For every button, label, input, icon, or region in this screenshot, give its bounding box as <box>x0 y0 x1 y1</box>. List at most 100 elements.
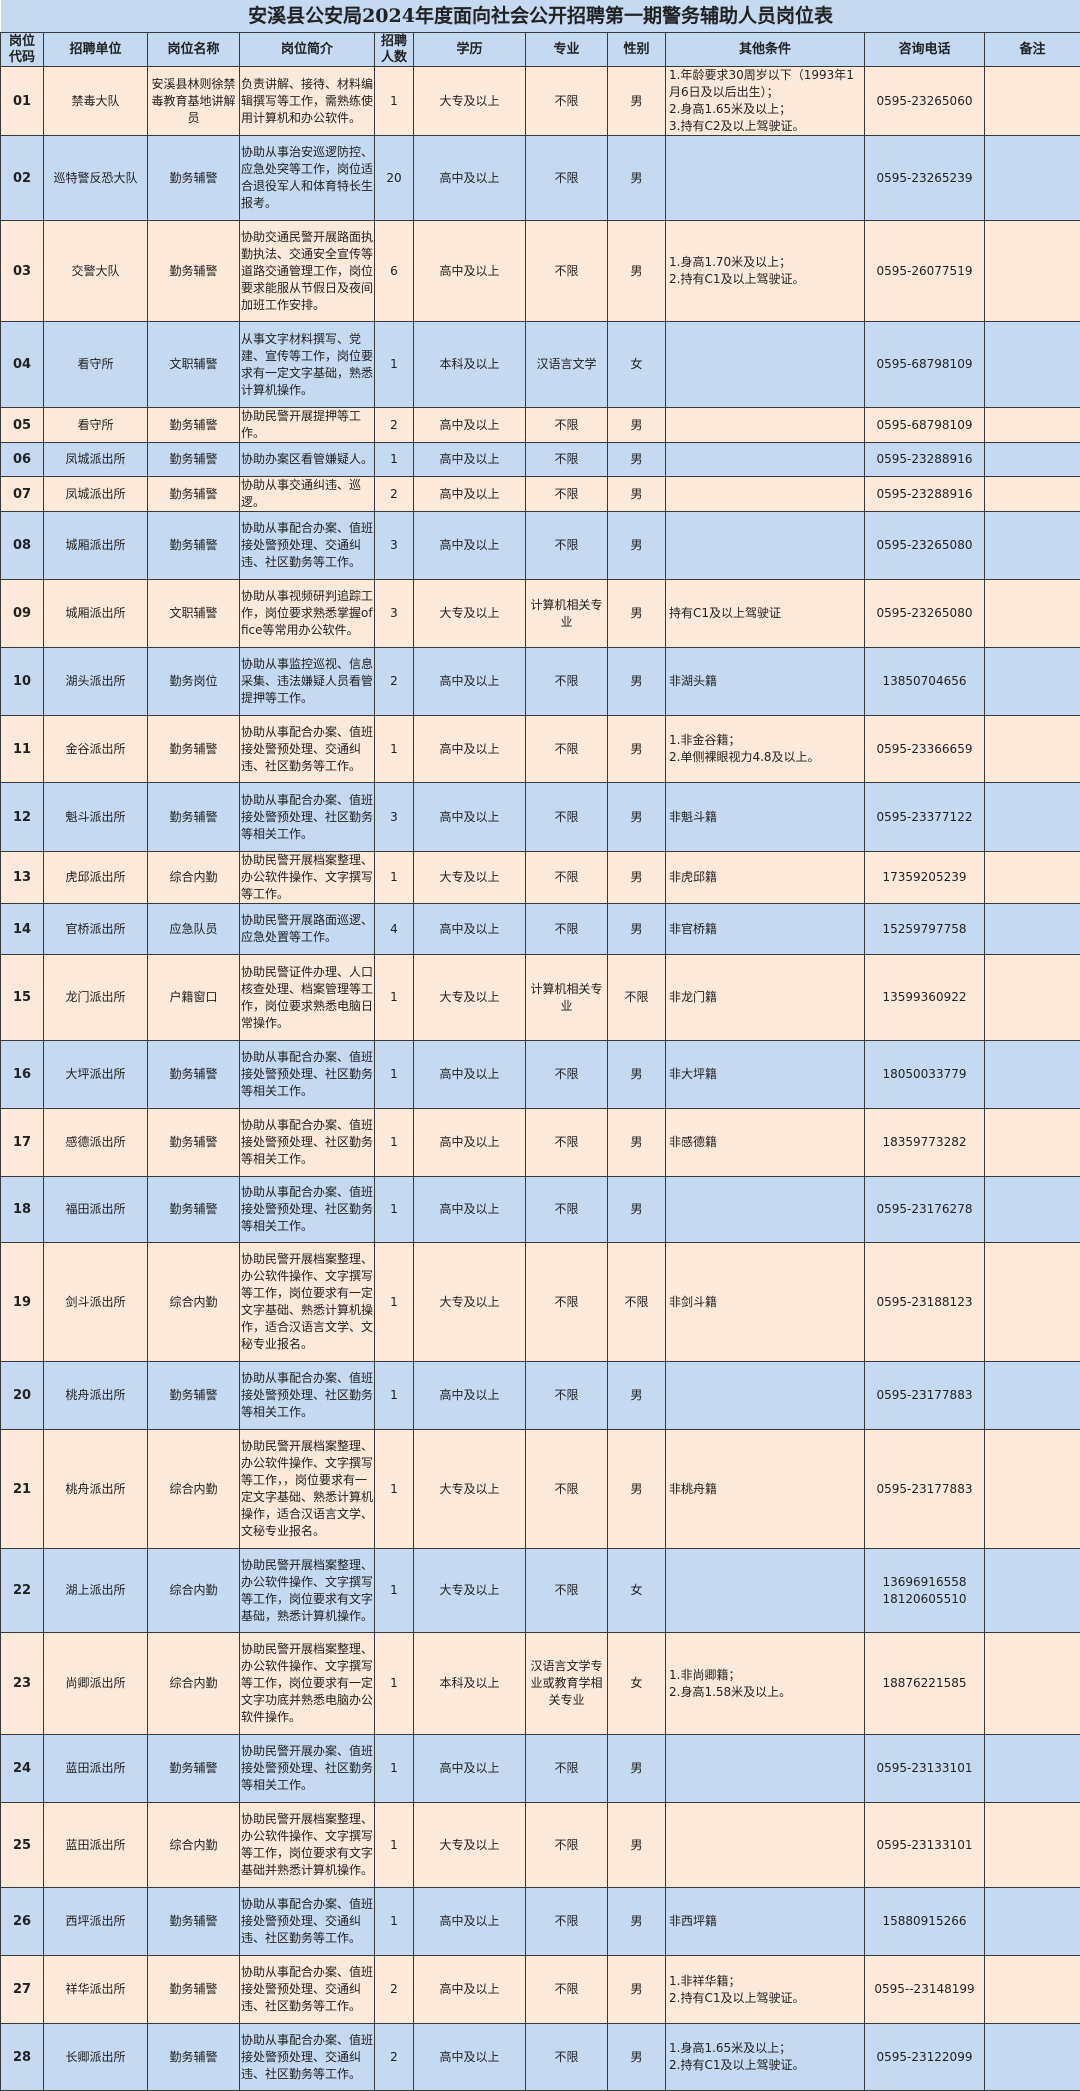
cell-count: 1 <box>375 1177 414 1243</box>
cell-major: 不限 <box>526 477 608 512</box>
cell-count: 2 <box>375 408 414 443</box>
cell-count: 20 <box>375 136 414 221</box>
cell-unit: 城厢派出所 <box>44 580 148 648</box>
cell-count: 1 <box>375 1735 414 1803</box>
cell-gender: 男 <box>608 1041 666 1109</box>
cell-education: 本科及以上 <box>414 322 526 408</box>
cell-unit: 祥华派出所 <box>44 1956 148 2024</box>
cell-note <box>985 648 1080 716</box>
cell-major: 不限 <box>526 1803 608 1888</box>
cell-gender: 男 <box>608 408 666 443</box>
cell-education: 大专及以上 <box>414 955 526 1041</box>
cell-major: 不限 <box>526 1549 608 1633</box>
cell-unit: 看守所 <box>44 322 148 408</box>
cell-gender: 男 <box>608 716 666 783</box>
cell-gender: 男 <box>608 904 666 955</box>
cell-count: 3 <box>375 580 414 648</box>
cell-other-conditions: 非感德籍 <box>666 1109 865 1177</box>
cell-education: 高中及以上 <box>414 1735 526 1803</box>
cell-unit: 龙门派出所 <box>44 955 148 1041</box>
cell-other-conditions <box>666 136 865 221</box>
cell-count: 6 <box>375 221 414 322</box>
cell-phone: 0595-68798109 <box>865 322 985 408</box>
cell-unit: 桃舟派出所 <box>44 1430 148 1549</box>
cell-count: 1 <box>375 443 414 477</box>
cell-gender: 男 <box>608 1888 666 1956</box>
cell-major: 不限 <box>526 136 608 221</box>
cell-post: 勤务辅警 <box>148 443 240 477</box>
cell-code: 04 <box>1 322 44 408</box>
header-count: 招聘人数 <box>375 33 414 67</box>
cell-major: 不限 <box>526 1888 608 1956</box>
cell-gender: 男 <box>608 580 666 648</box>
cell-post: 勤务辅警 <box>148 1041 240 1109</box>
cell-unit: 湖上派出所 <box>44 1549 148 1633</box>
cell-intro: 协助从事配合办案、值班接处警预处理、交通纠违、社区勤务等工作。 <box>240 512 375 580</box>
cell-education: 高中及以上 <box>414 512 526 580</box>
cell-count: 1 <box>375 1109 414 1177</box>
cell-other-conditions: 非龙门籍 <box>666 955 865 1041</box>
cell-code: 17 <box>1 1109 44 1177</box>
cell-education: 高中及以上 <box>414 136 526 221</box>
cell-education: 高中及以上 <box>414 2024 526 2091</box>
cell-gender: 男 <box>608 1362 666 1430</box>
cell-education: 高中及以上 <box>414 716 526 783</box>
cell-major: 不限 <box>526 1362 608 1430</box>
cell-note <box>985 1177 1080 1243</box>
cell-other-conditions <box>666 1549 865 1633</box>
cell-phone: 0595-23177883 <box>865 1430 985 1549</box>
cell-phone: 13599360922 <box>865 955 985 1041</box>
cell-count: 1 <box>375 1430 414 1549</box>
cell-phone: 18359773282 <box>865 1109 985 1177</box>
cell-phone: 0595-23133101 <box>865 1803 985 1888</box>
cell-code: 25 <box>1 1803 44 1888</box>
cell-major: 不限 <box>526 2024 608 2091</box>
cell-count: 1 <box>375 67 414 136</box>
cell-code: 27 <box>1 1956 44 2024</box>
cell-count: 2 <box>375 1956 414 2024</box>
cell-intro: 协助从事交通纠违、巡逻。 <box>240 477 375 512</box>
cell-post: 勤务辅警 <box>148 1888 240 1956</box>
cell-note <box>985 1549 1080 1633</box>
cell-code: 07 <box>1 477 44 512</box>
cell-unit: 看守所 <box>44 408 148 443</box>
cell-phone: 17359205239 <box>865 852 985 904</box>
page-title: 安溪县公安局2024年度面向社会公开招聘第一期警务辅助人员岗位表 <box>1 0 1080 33</box>
cell-note <box>985 716 1080 783</box>
cell-unit: 西坪派出所 <box>44 1888 148 1956</box>
cell-phone: 18876221585 <box>865 1633 985 1735</box>
cell-gender: 女 <box>608 1633 666 1735</box>
cell-note <box>985 904 1080 955</box>
cell-post: 综合内勤 <box>148 1803 240 1888</box>
cell-unit: 桃舟派出所 <box>44 1362 148 1430</box>
cell-intro: 协助办案区看管嫌疑人。 <box>240 443 375 477</box>
cell-unit: 金谷派出所 <box>44 716 148 783</box>
cell-intro: 协助民警开展提押等工作。 <box>240 408 375 443</box>
cell-post: 综合内勤 <box>148 1549 240 1633</box>
cell-phone: 0595-23288916 <box>865 477 985 512</box>
cell-intro: 协助民警开展档案整理、办公软件操作、文字撰写等工作。 <box>240 852 375 904</box>
header-post: 岗位名称 <box>148 33 240 67</box>
cell-code: 22 <box>1 1549 44 1633</box>
cell-note <box>985 580 1080 648</box>
cell-post: 户籍窗口 <box>148 955 240 1041</box>
cell-unit: 凤城派出所 <box>44 477 148 512</box>
cell-major: 不限 <box>526 1735 608 1803</box>
cell-education: 大专及以上 <box>414 852 526 904</box>
cell-post: 文职辅警 <box>148 580 240 648</box>
cell-phone: 0595-23366659 <box>865 716 985 783</box>
cell-education: 高中及以上 <box>414 1362 526 1430</box>
cell-gender: 男 <box>608 1109 666 1177</box>
cell-count: 1 <box>375 716 414 783</box>
